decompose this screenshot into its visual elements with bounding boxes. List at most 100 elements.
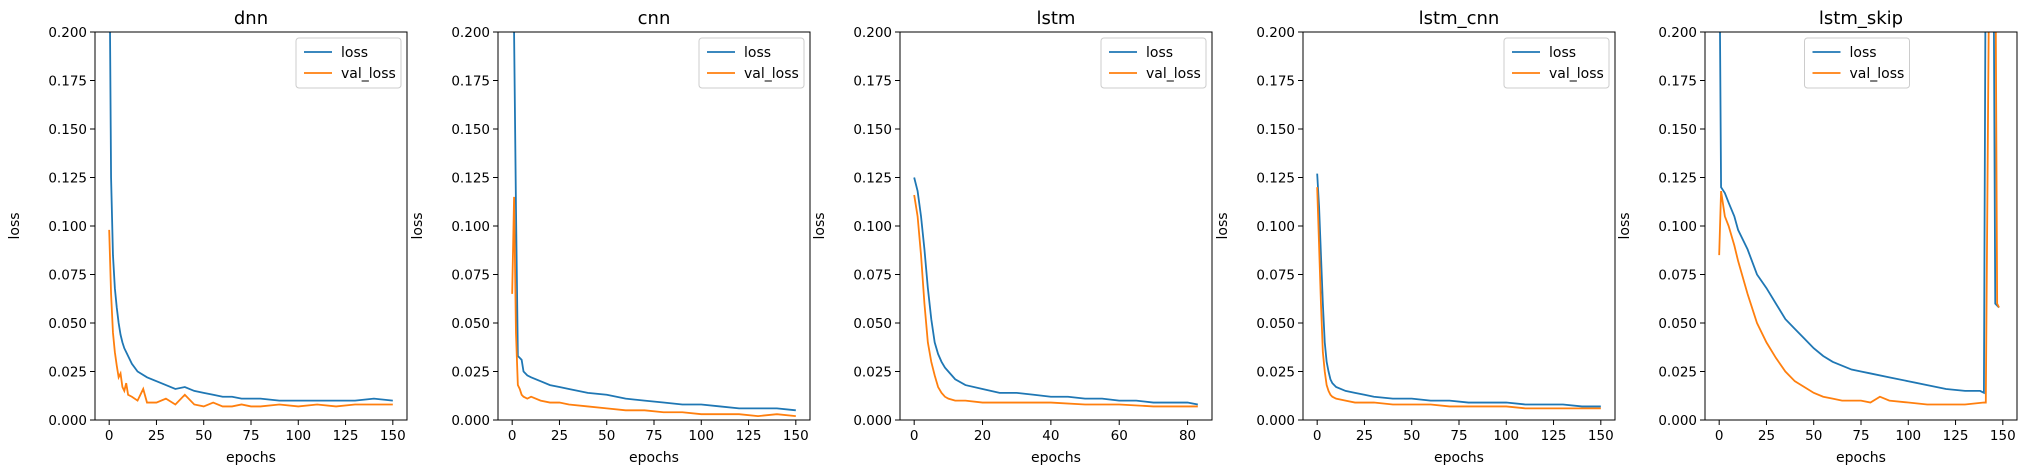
x-tick-label: 150 (1588, 428, 1614, 444)
legend-label-val_loss: val_loss (1549, 66, 1604, 82)
y-tick-label: 0.175 (451, 74, 490, 90)
subplot-title: dnn (234, 8, 268, 29)
legend: loss val_loss (295, 37, 402, 89)
x-axis-label: epochs (1836, 450, 1886, 466)
y-tick-label: 0.200 (853, 25, 892, 41)
legend-label-val_loss: val_loss (341, 66, 396, 82)
y-axis-label: loss (7, 212, 23, 239)
legend-box (698, 37, 805, 89)
legend-label-loss: loss (744, 45, 771, 61)
y-tick-label: 0.200 (451, 25, 490, 41)
y-tick-label: 0.150 (1658, 122, 1697, 138)
series-line-loss (513, 32, 796, 412)
x-tick-label: 150 (1990, 428, 2016, 444)
axes-frame (899, 31, 1213, 421)
y-tick-label: 0.100 (48, 219, 87, 235)
y-tick-label: 0.000 (853, 413, 892, 429)
y-tick-label: 0.175 (1658, 74, 1697, 90)
x-tick-label: 150 (783, 428, 809, 444)
y-tick-label: 0.100 (451, 219, 490, 235)
series-line-val_loss (913, 194, 1198, 408)
y-tick-label: 0.200 (1658, 25, 1697, 41)
subplot-title: lstm_skip (1819, 8, 1903, 29)
y-tick-label: 0.025 (1256, 365, 1295, 381)
x-tick-label: 50 (195, 428, 212, 444)
x-tick-label: 125 (736, 428, 762, 444)
y-tick-label: 0.150 (853, 122, 892, 138)
x-tick-label: 75 (242, 428, 259, 444)
axes-frame (1302, 31, 1616, 421)
y-tick-label: 0.050 (451, 316, 490, 332)
y-tick-label: 0.025 (853, 365, 892, 381)
y-axis-label: loss (812, 212, 828, 239)
axes-frame (1704, 31, 2018, 421)
x-tick-label: 0 (105, 428, 114, 444)
legend: loss val_loss (698, 37, 805, 89)
y-tick-label: 0.000 (1256, 413, 1295, 429)
y-tick-label: 0.175 (1256, 74, 1295, 90)
x-tick-label: 25 (1356, 428, 1373, 444)
x-tick-label: 20 (974, 428, 991, 444)
y-tick-label: 0.050 (1256, 316, 1295, 332)
x-tick-label: 50 (598, 428, 615, 444)
legend-label-loss: loss (1146, 45, 1173, 61)
y-tick-label: 0.075 (1658, 268, 1697, 284)
subplot-title: lstm (1037, 8, 1076, 29)
y-tick-label: 0.075 (48, 268, 87, 284)
x-axis-label: epochs (226, 450, 276, 466)
y-axis-label: loss (1617, 212, 1633, 239)
y-tick-label: 0.075 (853, 268, 892, 284)
x-tick-label: 0 (1313, 428, 1322, 444)
legend-label-val_loss: val_loss (1850, 66, 1905, 82)
series-line-loss (913, 177, 1198, 406)
y-tick-label: 0.175 (48, 74, 87, 90)
y-tick-label: 0.150 (451, 122, 490, 138)
x-tick-label: 0 (910, 428, 919, 444)
y-axis-label: loss (410, 212, 426, 239)
y-tick-label: 0.100 (1658, 219, 1697, 235)
series-line-loss (109, 32, 393, 402)
y-tick-label: 0.175 (853, 74, 892, 90)
x-tick-label: 50 (1403, 428, 1420, 444)
x-tick-label: 125 (1541, 428, 1567, 444)
y-tick-label: 0.025 (48, 365, 87, 381)
series-line-loss (1719, 32, 2000, 395)
y-tick-label: 0.000 (1658, 413, 1697, 429)
y-tick-label: 0.050 (48, 316, 87, 332)
y-tick-label: 0.000 (451, 413, 490, 429)
x-tick-label: 25 (148, 428, 165, 444)
x-tick-label: 25 (551, 428, 568, 444)
legend-label-val_loss: val_loss (1146, 66, 1201, 82)
x-tick-label: 0 (1715, 428, 1724, 444)
subplot-dnn: 0 25 50 75 100 125 150 0.000 0.025 0.050 0.075 0.10… (7, 8, 408, 466)
legend-label-val_loss: val_loss (744, 66, 799, 82)
x-axis-label: epochs (1434, 450, 1484, 466)
axes-frame (94, 31, 408, 421)
legend-label-loss: loss (341, 45, 368, 61)
legend-box (1804, 37, 1910, 89)
legend-label-loss: loss (1850, 45, 1877, 61)
subplot-lstm_skip: 0 25 50 75 100 125 150 0.000 0.025 0.050 0.075 0.10… (1617, 8, 2018, 466)
x-tick-label: 125 (333, 428, 359, 444)
series-line-val_loss (108, 229, 393, 408)
y-tick-label: 0.125 (1658, 171, 1697, 187)
x-tick-label: 150 (380, 428, 406, 444)
subplot-title: lstm_cnn (1419, 8, 1500, 29)
x-tick-label: 100 (285, 428, 311, 444)
axes-frame (497, 31, 811, 421)
y-axis-label: loss (1215, 212, 1231, 239)
legend-label-loss: loss (1549, 45, 1576, 61)
x-tick-label: 50 (1805, 428, 1822, 444)
y-tick-label: 0.125 (451, 171, 490, 187)
series-line-val_loss (511, 196, 796, 418)
legend: loss val_loss (1100, 37, 1207, 89)
series-line-loss (1316, 173, 1601, 408)
y-tick-label: 0.125 (48, 171, 87, 187)
y-tick-label: 0.125 (1256, 171, 1295, 187)
subplot-cnn: 0 25 50 75 100 125 150 0.000 0.025 0.050 0.075 0.10… (410, 8, 811, 466)
x-tick-label: 80 (1179, 428, 1196, 444)
y-tick-label: 0.075 (1256, 268, 1295, 284)
x-axis-label: epochs (629, 450, 679, 466)
x-tick-label: 40 (1042, 428, 1059, 444)
